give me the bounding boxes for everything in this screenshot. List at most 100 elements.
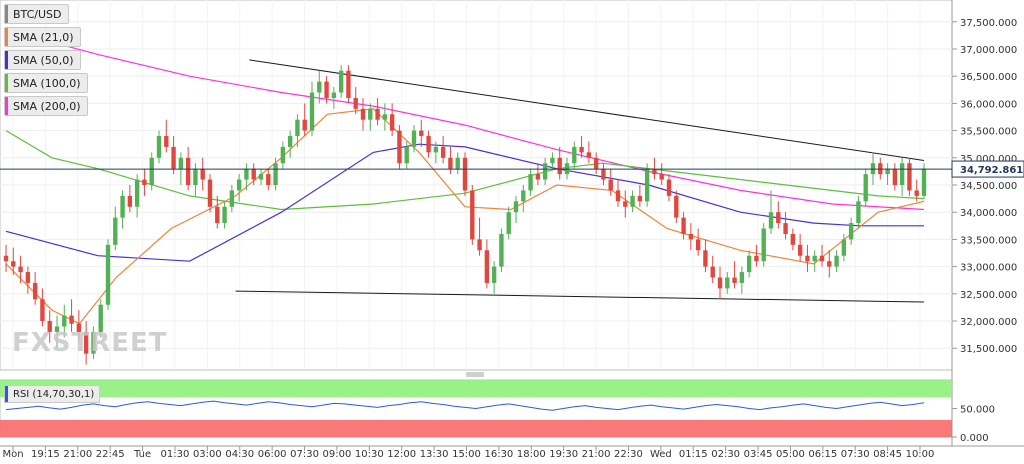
x-tick-label: 09:00 <box>323 449 352 460</box>
current-price-label: 34,792.861 <box>960 165 1023 176</box>
watermark: FXSTREET <box>12 328 168 358</box>
legend-sma200-label: SMA (200,0) <box>13 99 81 113</box>
candle-body <box>586 152 592 158</box>
candle-body <box>790 233 796 245</box>
candle-body <box>666 179 672 196</box>
candle-body <box>477 239 482 251</box>
candle-body <box>827 261 832 267</box>
x-tick-label: 22:45 <box>96 449 125 460</box>
candle-body <box>499 233 504 267</box>
candle-body <box>506 212 511 234</box>
candle-body <box>215 206 220 224</box>
candle-body <box>171 146 176 169</box>
candle-body <box>885 168 890 175</box>
candle-body <box>761 228 766 262</box>
candle-body <box>448 157 453 169</box>
candle-body <box>681 217 686 234</box>
candle-body <box>907 163 912 191</box>
x-tick-label: 21:00 <box>582 449 611 460</box>
candle-body <box>47 321 52 332</box>
candle-body <box>433 146 439 153</box>
sma21-swatch <box>5 28 8 46</box>
candle-body <box>783 223 788 234</box>
candle-body <box>397 130 402 164</box>
y-tick-label: 33,000.000 <box>960 263 1017 274</box>
x-tick-label: 22:30 <box>614 449 643 460</box>
x-tick-label: 19:30 <box>549 449 578 460</box>
candle-body <box>40 299 45 322</box>
candle-body <box>805 255 810 262</box>
legend-sma21-label: SMA (21,0) <box>13 30 74 44</box>
candle-body <box>229 190 235 207</box>
candle-body <box>113 217 118 245</box>
legend-sma50[interactable]: SMA (50,0) <box>4 50 81 70</box>
x-tick-label: 01:15 <box>679 449 708 460</box>
candle-body <box>331 92 337 98</box>
candle-body <box>579 146 584 153</box>
candle-body <box>411 130 417 147</box>
legend-sma100-label: SMA (100,0) <box>13 76 81 90</box>
candle-body <box>528 174 533 191</box>
candle-body <box>178 157 184 169</box>
candle-body <box>375 108 380 120</box>
candle-body <box>273 163 278 185</box>
legend-sma21[interactable]: SMA (21,0) <box>4 27 81 47</box>
candle-body <box>280 146 286 164</box>
candle-body <box>83 331 89 354</box>
x-tick-label: 21:00 <box>63 449 92 460</box>
x-tick-label: 10:00 <box>906 449 935 460</box>
x-tick-label: 15:00 <box>452 449 481 460</box>
legend-rsi[interactable]: RSI (14,70,30,1) <box>4 385 101 403</box>
x-tick-label: 13:30 <box>420 449 449 460</box>
candle-body <box>69 315 74 324</box>
symbol-swatch <box>5 5 8 23</box>
candle-body <box>127 195 133 207</box>
candle-body <box>426 136 431 153</box>
candle-body <box>513 201 519 213</box>
y-tick-label: 32,000.000 <box>960 317 1017 328</box>
x-tick-label: 10:30 <box>355 449 384 460</box>
candle-body <box>739 272 745 283</box>
candle-body <box>120 195 125 218</box>
candle-body <box>134 179 140 207</box>
sma200-swatch <box>5 97 8 115</box>
x-tick-label: 04:30 <box>225 449 254 460</box>
candle-body <box>593 157 599 169</box>
rsi-line <box>5 400 925 411</box>
candle-body <box>193 168 198 185</box>
candle-body <box>819 255 825 262</box>
candle-body <box>222 206 227 224</box>
legend-sma100[interactable]: SMA (100,0) <box>4 73 88 93</box>
legend-symbol[interactable]: BTC/USD <box>4 4 69 24</box>
legend-symbol-label: BTC/USD <box>13 7 62 21</box>
candle-body <box>644 168 650 202</box>
y-tick-label: 33,500.000 <box>960 235 1017 246</box>
legend-sma50-label: SMA (50,0) <box>13 53 74 67</box>
sma21-line <box>5 108 925 325</box>
candle-body <box>615 190 621 202</box>
candle-body <box>652 168 657 175</box>
y-tick-label: 36,500.000 <box>960 72 1017 83</box>
sma50-swatch <box>5 51 8 69</box>
candle-body <box>317 81 322 93</box>
candle-body <box>142 179 147 185</box>
candle-body <box>623 201 628 207</box>
candle-body <box>703 250 708 267</box>
x-tick-label: Tue <box>133 449 151 460</box>
candle-body <box>62 315 67 327</box>
candle-body <box>25 272 31 283</box>
y-tick-label: 37,000.000 <box>960 45 1017 56</box>
x-tick-label: 05:00 <box>776 449 805 460</box>
candle-body <box>54 326 60 332</box>
candle-body <box>470 190 475 240</box>
legend: BTC/USD SMA (21,0) SMA (50,0) SMA (100,0… <box>4 4 88 119</box>
candle-body <box>419 130 424 137</box>
x-tick-label: 06:00 <box>258 449 287 460</box>
candle-body <box>266 174 271 185</box>
legend-sma200[interactable]: SMA (200,0) <box>4 96 88 116</box>
y-tick-label: 37,500.000 <box>960 18 1017 29</box>
candle-body <box>91 331 96 354</box>
candle-body <box>105 244 111 305</box>
rsi-oversold-zone <box>0 419 952 437</box>
